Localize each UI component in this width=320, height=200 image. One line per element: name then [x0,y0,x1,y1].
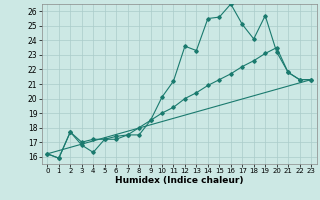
X-axis label: Humidex (Indice chaleur): Humidex (Indice chaleur) [115,176,244,185]
